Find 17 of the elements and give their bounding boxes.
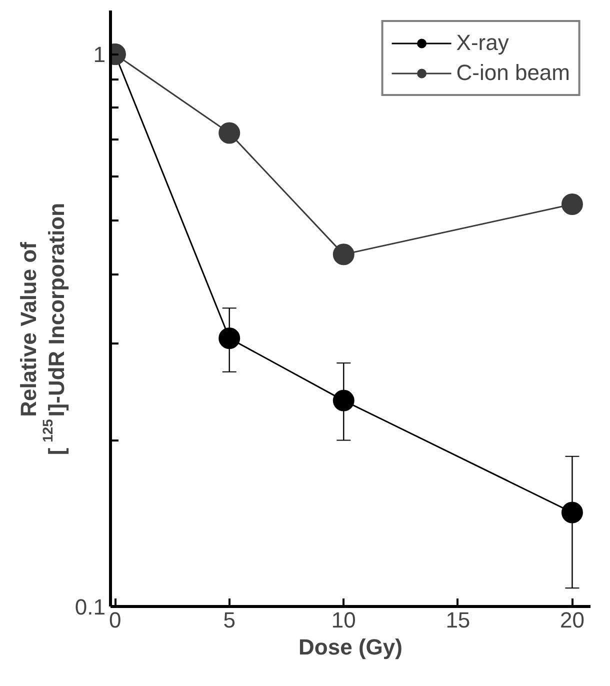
x-tick-label: 15 bbox=[446, 608, 470, 632]
y-tick-label: 0.1 bbox=[74, 594, 106, 620]
point bbox=[332, 244, 354, 266]
x-tick-label: 20 bbox=[560, 608, 584, 632]
text: Relative Value of [125I]-UdR Incorporation bbox=[16, 202, 69, 456]
legend-label: C-ion beam bbox=[456, 60, 570, 86]
point bbox=[561, 502, 583, 524]
x-tick-label: 10 bbox=[331, 608, 356, 632]
x-tick-label: 0 bbox=[108, 608, 122, 632]
point bbox=[561, 194, 583, 215]
x-tick-label: 5 bbox=[223, 608, 236, 632]
point bbox=[218, 122, 240, 144]
legend-label: X-ray bbox=[456, 30, 509, 56]
x-axis-title: Dose (Gy) bbox=[298, 634, 402, 660]
y-tick-label: 1 bbox=[93, 42, 106, 68]
point bbox=[332, 390, 354, 412]
point bbox=[218, 328, 240, 349]
